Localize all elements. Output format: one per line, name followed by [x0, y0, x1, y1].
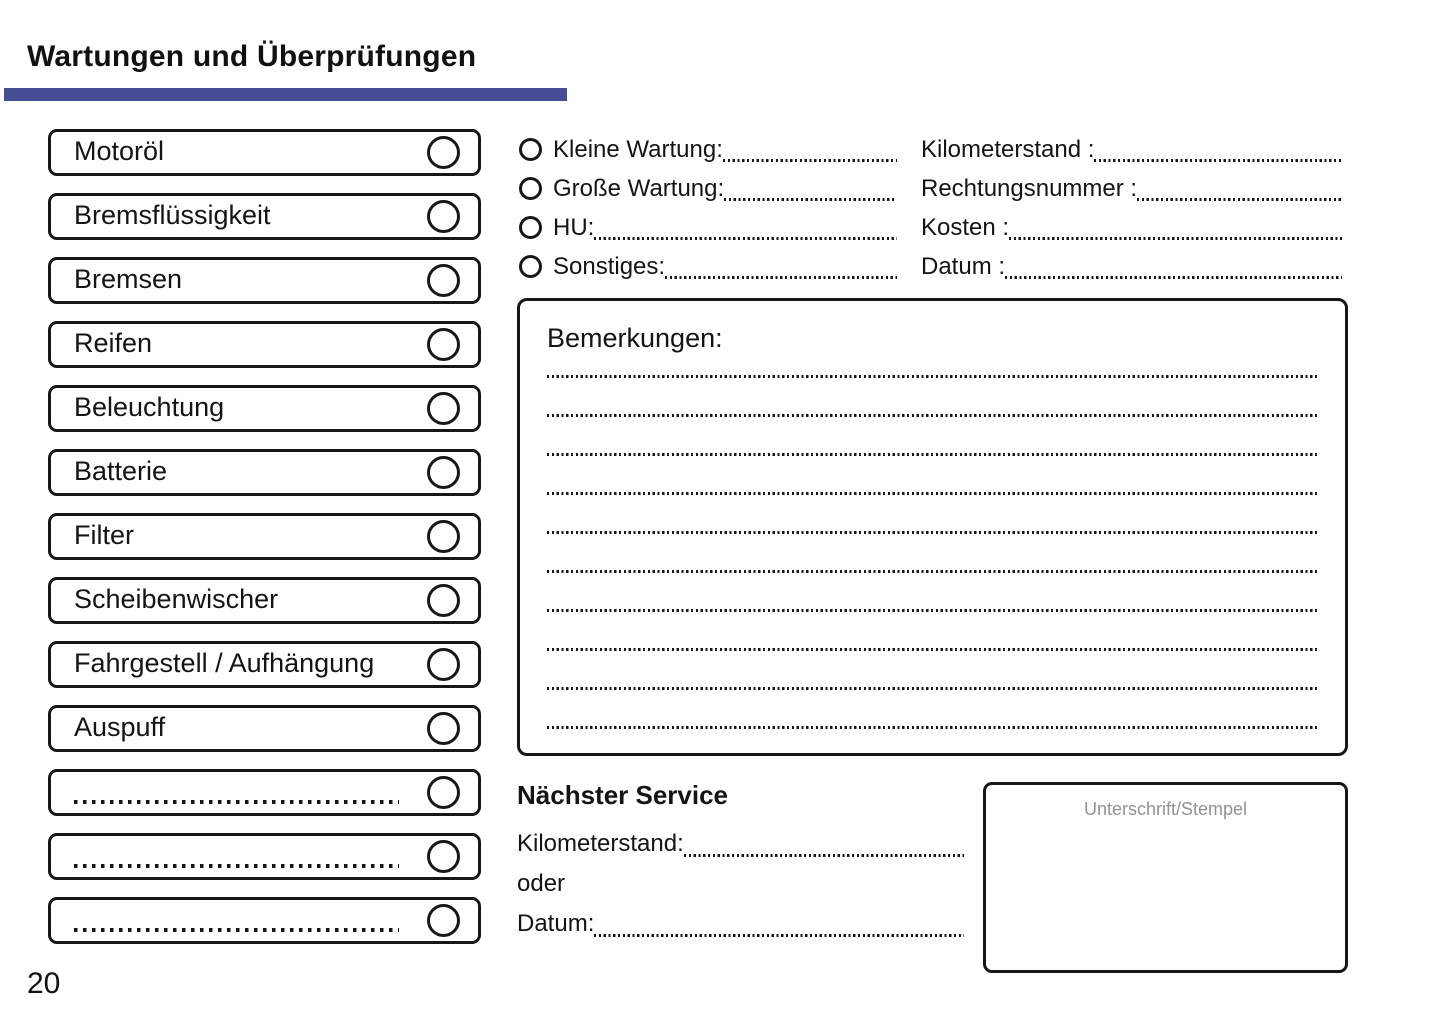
record-field-label: Datum :	[921, 252, 1006, 280]
check-circle[interactable]	[427, 904, 460, 937]
check-circle[interactable]	[427, 712, 460, 745]
remarks-lines	[547, 375, 1318, 730]
checklist-item: Motoröl	[48, 129, 481, 176]
fill-in-line[interactable]	[594, 933, 964, 937]
check-circle[interactable]	[427, 328, 460, 361]
record-field-row: Kosten :	[921, 208, 1342, 247]
checklist-item: Bremsflüssigkeit	[48, 193, 481, 240]
fill-in-line[interactable]	[724, 198, 897, 201]
fill-in-line[interactable]	[722, 159, 897, 162]
check-circle[interactable]	[427, 456, 460, 489]
checklist-item: Fahrgestell / Aufhängung	[48, 641, 481, 688]
record-field-row: Kilometerstand :	[921, 130, 1342, 169]
checklist-item-label: Filter	[74, 520, 134, 550]
record-field-row: Rechtungsnummer :	[921, 169, 1342, 208]
check-circle[interactable]	[427, 776, 460, 809]
fill-in-line[interactable]	[665, 276, 897, 279]
next-service-date-row: Datum:	[517, 904, 964, 944]
service-type-row: Große Wartung:	[519, 169, 897, 208]
next-service-title: Nächster Service	[517, 780, 729, 810]
checklist-item-label: Batterie	[74, 456, 168, 486]
fill-in-line[interactable]	[683, 853, 964, 857]
remarks-line[interactable]	[547, 609, 1318, 613]
record-field-label: Rechtungsnummer :	[921, 174, 1138, 202]
checklist-item: Bremsen	[48, 257, 481, 304]
checklist-item-blank	[48, 769, 481, 816]
check-circle[interactable]	[427, 136, 460, 169]
checklist-item: Auspuff	[48, 705, 481, 752]
checklist-item-label: Scheibenwischer	[74, 584, 279, 614]
check-circle[interactable]	[427, 648, 460, 681]
fill-in-line[interactable]	[1009, 237, 1342, 240]
check-circle[interactable]	[427, 584, 460, 617]
remarks-line[interactable]	[547, 648, 1318, 652]
fill-in-line[interactable]	[1137, 198, 1342, 201]
next-service-date-label: Datum:	[517, 909, 595, 937]
record-field-row: Datum :	[921, 247, 1342, 286]
checklist-item: Reifen	[48, 321, 481, 368]
record-field-label: Kilometerstand :	[921, 135, 1095, 163]
blank-entry-dotted-line[interactable]	[74, 864, 399, 868]
service-type-options: Kleine Wartung: Große Wartung: HU: Sonst…	[519, 130, 897, 286]
checklist-item: Beleuchtung	[48, 385, 481, 432]
next-service-kilometers-row: Kilometerstand:	[517, 824, 964, 864]
checklist-item-label: Beleuchtung	[74, 392, 225, 422]
record-fields: Kilometerstand : Rechtungsnummer : Koste…	[921, 130, 1342, 286]
check-circle[interactable]	[427, 264, 460, 297]
service-type-label: Sonstiges:	[553, 252, 666, 280]
fill-in-line[interactable]	[1005, 276, 1342, 279]
signature-box[interactable]: Unterschrift/Stempel	[983, 782, 1348, 973]
remarks-line[interactable]	[547, 570, 1318, 574]
check-circle[interactable]	[427, 392, 460, 425]
fill-in-line[interactable]	[594, 237, 897, 240]
checklist-item-label: Bremsflüssigkeit	[74, 200, 271, 230]
radio-circle[interactable]	[519, 138, 542, 161]
page-title: Wartungen und Überprüfungen	[27, 40, 477, 73]
radio-circle[interactable]	[519, 216, 542, 239]
record-field-label: Kosten :	[921, 213, 1010, 241]
service-type-row: Kleine Wartung:	[519, 130, 897, 169]
remarks-line[interactable]	[547, 531, 1318, 535]
checklist-item-label: Fahrgestell / Aufhängung	[74, 648, 375, 678]
page-number: 20	[27, 967, 61, 1000]
service-type-row: Sonstiges:	[519, 247, 897, 286]
next-service-kilometers-label: Kilometerstand:	[517, 829, 684, 857]
remarks-line[interactable]	[547, 687, 1318, 691]
remarks-line[interactable]	[547, 492, 1318, 496]
service-type-label: HU:	[553, 213, 595, 241]
checklist-item-label: Auspuff	[74, 712, 166, 742]
service-type-label: Große Wartung:	[553, 174, 725, 202]
check-circle[interactable]	[427, 840, 460, 873]
checklist-item-label: Reifen	[74, 328, 153, 358]
service-type-label: Kleine Wartung:	[553, 135, 723, 163]
next-service-or-row: oder	[517, 864, 964, 904]
check-circle[interactable]	[427, 200, 460, 233]
remarks-box: Bemerkungen:	[517, 298, 1348, 756]
checklist-item-label: Motoröl	[74, 136, 165, 166]
checklist-item-blank	[48, 833, 481, 880]
remarks-line[interactable]	[547, 726, 1318, 730]
next-service-section: Nächster Service Kilometerstand: oder Da…	[517, 780, 964, 944]
remarks-title: Bemerkungen:	[547, 323, 723, 353]
checklist-item: Filter	[48, 513, 481, 560]
blank-entry-dotted-line[interactable]	[74, 800, 399, 804]
checklist-item-blank	[48, 897, 481, 944]
radio-circle[interactable]	[519, 255, 542, 278]
signature-label: Unterschrift/Stempel	[1083, 799, 1248, 819]
or-label: oder	[517, 869, 566, 897]
checklist-item-label: Bremsen	[74, 264, 183, 294]
checklist: Motoröl Bremsflüssigkeit Bremsen Reifen …	[48, 129, 481, 961]
remarks-line[interactable]	[547, 414, 1318, 418]
checklist-item: Scheibenwischer	[48, 577, 481, 624]
remarks-line[interactable]	[547, 375, 1318, 379]
service-type-row: HU:	[519, 208, 897, 247]
remarks-line[interactable]	[547, 453, 1318, 457]
check-circle[interactable]	[427, 520, 460, 553]
radio-circle[interactable]	[519, 177, 542, 200]
title-underline-bar	[4, 88, 567, 101]
checklist-item: Batterie	[48, 449, 481, 496]
blank-entry-dotted-line[interactable]	[74, 928, 399, 932]
fill-in-line[interactable]	[1094, 159, 1342, 162]
